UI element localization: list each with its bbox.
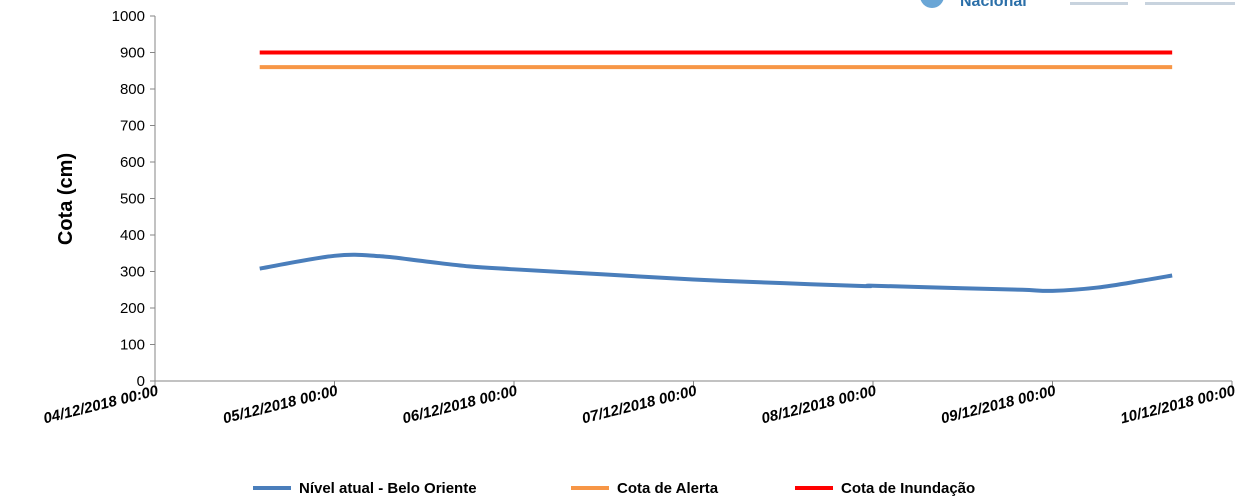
- legend-label: Cota de Inundação: [841, 480, 975, 497]
- x-tick-label: 05/12/2018 00:00: [221, 382, 340, 427]
- y-tick-label: 700: [120, 118, 145, 135]
- series-nivel-atual: [259, 252, 1173, 293]
- axes: [154, 16, 1232, 382]
- y-tick-label: 1000: [112, 8, 145, 25]
- legend: Nível atual - Belo Oriente Cota de Alerta…: [253, 480, 975, 497]
- y-tick-label: 900: [120, 45, 145, 62]
- logo-emblem-icon: [920, 0, 944, 8]
- logo-decoration: [1145, 2, 1235, 5]
- y-tick-label: 200: [120, 300, 145, 317]
- y-tick-label: 100: [120, 337, 145, 354]
- y-tick-label: 400: [120, 227, 145, 244]
- y-tick-label: 0: [137, 373, 145, 390]
- legend-label: Nível atual - Belo Oriente: [299, 480, 477, 497]
- x-axis-ticks: 04/12/2018 00:00 05/12/2018 00:00 06/12/20…: [42, 381, 1238, 427]
- x-tick-label: 06/12/2018 00:00: [401, 382, 520, 427]
- series-lines: [259, 50, 1173, 293]
- logo-decoration: [1070, 2, 1128, 5]
- y-tick-label: 600: [120, 154, 145, 171]
- x-tick-label: 08/12/2018 00:00: [760, 382, 879, 427]
- y-tick-label: 500: [120, 191, 145, 208]
- legend-label: Cota de Alerta: [617, 480, 719, 497]
- y-tick-label: 800: [120, 81, 145, 98]
- x-tick-label: 10/12/2018 00:00: [1119, 382, 1238, 427]
- x-tick-label: 04/12/2018 00:00: [42, 382, 161, 427]
- logo-text: Nacional: [960, 0, 1027, 10]
- y-axis-ticks: 0 100 200 300 400 500 600 700 800 900 1000: [112, 8, 155, 390]
- x-tick-label: 07/12/2018 00:00: [580, 382, 699, 427]
- logo: Nacional: [920, 0, 1235, 10]
- x-tick-label: 09/12/2018 00:00: [939, 382, 1058, 427]
- y-axis-label: Cota (cm): [55, 153, 77, 245]
- y-tick-label: 300: [120, 264, 145, 281]
